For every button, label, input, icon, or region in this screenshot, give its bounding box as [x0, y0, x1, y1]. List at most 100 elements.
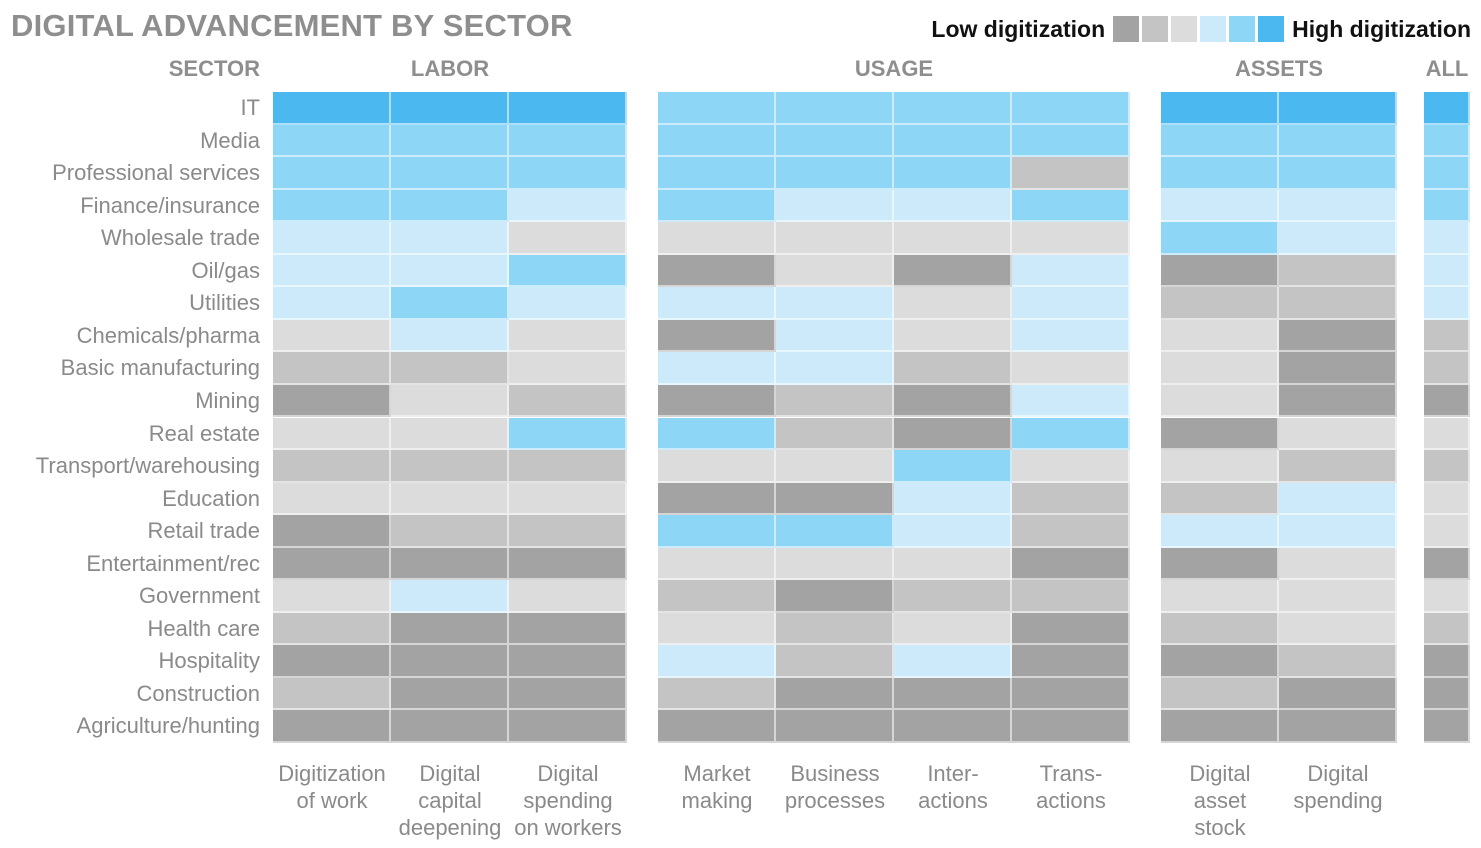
heatmap-cell	[1012, 482, 1130, 516]
row-label: Media	[200, 127, 260, 153]
heatmap-cell	[658, 254, 776, 288]
column-label: Digitization of work	[278, 761, 386, 813]
heatmap-cell	[509, 580, 627, 613]
heatmap-cell	[658, 515, 776, 548]
heatmap-cell	[1161, 189, 1279, 223]
heatmap-cell	[776, 645, 894, 678]
legend: Low digitization High digitization	[931, 12, 1471, 46]
heatmap-cell	[1161, 515, 1279, 548]
heatmap-cell	[1424, 417, 1470, 451]
heatmap-cell	[658, 612, 776, 646]
heatmap-cell	[509, 222, 627, 255]
heatmap-cell	[1161, 612, 1279, 646]
heatmap-cell	[1279, 222, 1397, 255]
heatmap-cell	[273, 677, 391, 711]
heatmap-cell	[273, 580, 391, 613]
column-label: Business processes	[784, 761, 886, 813]
heatmap-cell	[391, 612, 509, 646]
legend-swatches	[1113, 16, 1285, 42]
heatmap-cell	[509, 384, 627, 418]
heatmap-cell	[273, 124, 391, 158]
row-label: Basic manufacturing	[60, 355, 260, 381]
heatmap-cell	[509, 450, 627, 483]
heatmap-cell	[391, 319, 509, 353]
row-label: Retail trade	[147, 518, 260, 544]
heatmap-cell	[776, 450, 894, 483]
heatmap-cell	[273, 92, 391, 125]
heatmap-cell	[1161, 580, 1279, 613]
row-label: Construction	[136, 680, 260, 706]
row-label: Transport/warehousing	[35, 453, 260, 479]
heatmap-cell	[1012, 612, 1130, 646]
heatmap-cell	[391, 352, 509, 385]
heatmap-cell	[894, 92, 1012, 125]
heatmap-cell	[509, 287, 627, 320]
heatmap-cell	[1161, 222, 1279, 255]
heatmap-cell	[1279, 319, 1397, 353]
heatmap-cell	[658, 189, 776, 223]
heatmap-cell	[776, 417, 894, 451]
heatmap-cell	[273, 515, 391, 548]
heatmap-cell	[1424, 547, 1470, 581]
heatmap-cell	[1012, 157, 1130, 190]
heatmap-cell	[1012, 417, 1130, 451]
column-label: Digital capital deepening	[398, 761, 502, 840]
heatmap-cell	[776, 710, 894, 743]
heatmap-cell	[658, 417, 776, 451]
heatmap-cell	[894, 319, 1012, 353]
heatmap-cell	[1424, 157, 1470, 190]
heatmap-cell	[894, 547, 1012, 581]
group-header-assets: ASSETS	[1234, 56, 1324, 81]
heatmap-cell	[658, 319, 776, 353]
heatmap-cell	[894, 124, 1012, 158]
heatmap-cell	[391, 124, 509, 158]
heatmap-cell	[273, 645, 391, 678]
heatmap-cell	[509, 189, 627, 223]
heatmap-cell	[273, 319, 391, 353]
heatmap-cell	[509, 417, 627, 451]
heatmap-cell	[1424, 645, 1470, 678]
heatmap-cell	[391, 254, 509, 288]
heatmap-cell	[894, 482, 1012, 516]
heatmap-cell	[391, 645, 509, 678]
legend-swatch-level-3	[1171, 16, 1198, 42]
heatmap-cell	[1161, 254, 1279, 288]
heatmap-cell	[1424, 450, 1470, 483]
heatmap-cell	[1279, 189, 1397, 223]
heatmap-cell	[1161, 710, 1279, 743]
column-label: Digital spending	[1293, 761, 1383, 813]
heatmap-cell	[1424, 580, 1470, 613]
row-label: Real estate	[148, 420, 260, 446]
heatmap-cell	[1279, 612, 1397, 646]
heatmap-cell	[894, 580, 1012, 613]
heatmap-cell	[1161, 124, 1279, 158]
row-label: Finance/insurance	[80, 192, 260, 218]
heatmap-cell	[658, 384, 776, 418]
heatmap-cell	[1161, 157, 1279, 190]
heatmap-cell	[1424, 352, 1470, 385]
heatmap-cell	[894, 612, 1012, 646]
column-label: Trans- actions	[1036, 761, 1106, 813]
heatmap-cell	[391, 515, 509, 548]
heatmap-cell	[273, 352, 391, 385]
heatmap-cell	[658, 287, 776, 320]
row-label: IT	[240, 95, 260, 120]
heatmap-cell	[1424, 384, 1470, 418]
heatmap-cell	[509, 515, 627, 548]
heatmap-cell	[1424, 515, 1470, 548]
heatmap-cell	[894, 189, 1012, 223]
heatmap-cell	[1424, 677, 1470, 711]
heatmap-cell	[391, 287, 509, 320]
heatmap-cell	[1012, 352, 1130, 385]
heatmap-cell	[509, 612, 627, 646]
heatmap-cell	[1424, 287, 1470, 320]
heatmap-cell	[509, 710, 627, 743]
heatmap-cell	[776, 189, 894, 223]
heatmap-cell	[509, 319, 627, 353]
heatmap-cell	[776, 157, 894, 190]
heatmap-cell	[273, 547, 391, 581]
heatmap-cell	[1279, 92, 1397, 125]
heatmap-cell	[658, 157, 776, 190]
column-label: Digital asset stock	[1189, 761, 1251, 840]
heatmap-cell	[509, 352, 627, 385]
